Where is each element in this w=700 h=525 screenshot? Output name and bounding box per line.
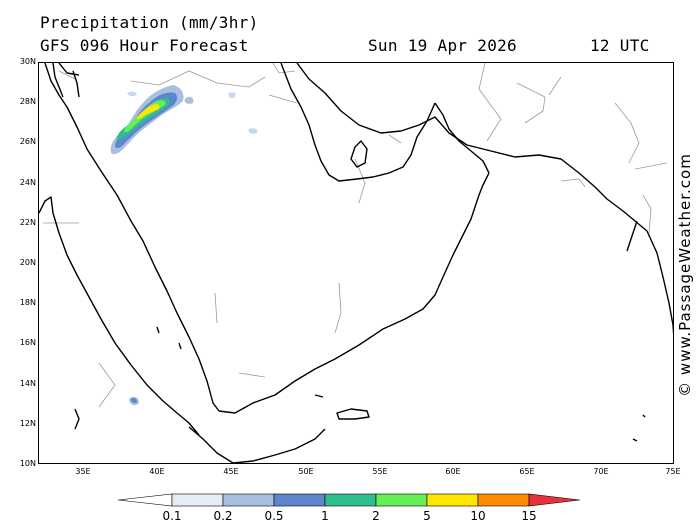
precipitation-area-north <box>110 85 258 155</box>
political-borders <box>43 63 668 408</box>
lon-label: 55E <box>372 467 388 476</box>
forecast-time: 12 UTC <box>590 36 650 55</box>
lat-label: 24N <box>19 178 36 187</box>
precipitation-map <box>38 62 674 464</box>
legend-label: 5 <box>423 509 431 523</box>
lat-label: 10N <box>19 459 36 468</box>
legend-swatch-1 <box>171 493 224 507</box>
lon-label: 50E <box>298 467 314 476</box>
lat-label: 12N <box>19 419 36 428</box>
precipitation-area-south <box>129 396 139 406</box>
forecast-subtitle: GFS 096 Hour Forecast <box>40 36 249 55</box>
lon-label: 70E <box>593 467 609 476</box>
legend-swatch-under <box>118 493 173 507</box>
lon-label: 40E <box>149 467 165 476</box>
lon-label: 35E <box>75 467 91 476</box>
legend-label: 0.5 <box>264 509 284 523</box>
lat-label: 18N <box>19 298 36 307</box>
legend-colorbar <box>118 493 581 507</box>
lat-label: 30N <box>19 57 36 66</box>
legend-label: 1 <box>321 509 329 523</box>
map-canvas <box>39 63 673 463</box>
legend-swatch-7 <box>477 493 530 507</box>
lat-label: 14N <box>19 379 36 388</box>
lon-label: 60E <box>445 467 461 476</box>
watermark: © www.PassageWeather.com <box>676 153 694 397</box>
coastlines <box>39 63 673 463</box>
map-title: Precipitation (mm/3hr) <box>40 13 259 32</box>
legend-label: 0.1 <box>162 509 182 523</box>
legend-swatch-over <box>528 493 581 507</box>
legend-label: 0.2 <box>213 509 233 523</box>
lat-label: 28N <box>19 97 36 106</box>
legend-swatch-5 <box>375 493 428 507</box>
legend-swatch-6 <box>426 493 479 507</box>
lat-label: 20N <box>19 258 36 267</box>
forecast-date: Sun 19 Apr 2026 <box>368 36 517 55</box>
legend-label: 15 <box>521 509 537 523</box>
lon-label: 65E <box>519 467 535 476</box>
legend-swatch-2 <box>222 493 275 507</box>
lat-label: 22N <box>19 218 36 227</box>
legend-label: 2 <box>372 509 380 523</box>
lat-label: 26N <box>19 137 36 146</box>
legend-swatch-3 <box>273 493 326 507</box>
legend-swatch-4 <box>324 493 377 507</box>
lat-label: 16N <box>19 338 36 347</box>
legend-label: 10 <box>470 509 486 523</box>
lon-label: 75E <box>665 467 681 476</box>
lon-label: 45E <box>223 467 239 476</box>
